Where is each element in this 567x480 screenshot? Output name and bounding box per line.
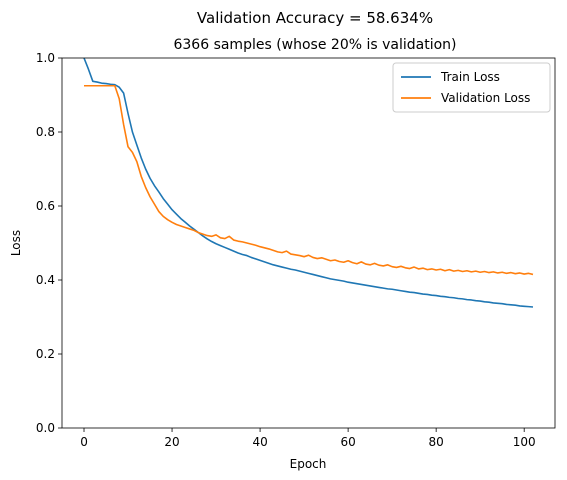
x-tick-label: 80 bbox=[429, 435, 444, 449]
x-tick-label: 100 bbox=[513, 435, 536, 449]
chart-subtitle: 6366 samples (whose 20% is validation) bbox=[173, 37, 456, 53]
y-tick-label: 0.6 bbox=[36, 199, 55, 213]
x-tick-label: 20 bbox=[164, 435, 179, 449]
y-axis-ticks: 0.0 0.2 0.4 0.6 0.8 1.0 bbox=[36, 51, 62, 435]
y-tick-label: 0.2 bbox=[36, 347, 55, 361]
plot-frame bbox=[61, 57, 556, 429]
legend-box bbox=[392, 62, 551, 113]
y-tick-label: 0.0 bbox=[36, 421, 55, 435]
chart-title: Validation Accuracy = 58.634% bbox=[197, 9, 433, 27]
x-axis-label: Epoch bbox=[290, 457, 327, 471]
y-tick-label: 1.0 bbox=[36, 51, 55, 65]
x-tick-label: 60 bbox=[340, 435, 355, 449]
series-layer bbox=[83, 58, 534, 308]
series-line-train-loss bbox=[83, 58, 534, 308]
y-axis-label: Loss bbox=[9, 230, 23, 256]
y-tick-label: 0.8 bbox=[36, 125, 55, 139]
legend-label-validation-loss: Validation Loss bbox=[441, 91, 530, 105]
y-tick-label: 0.4 bbox=[36, 273, 55, 287]
x-tick-label: 40 bbox=[252, 435, 267, 449]
x-tick-label: 0 bbox=[80, 435, 88, 449]
legend-label-train-loss: Train Loss bbox=[440, 70, 500, 84]
legend: Train Loss Validation Loss bbox=[392, 62, 551, 113]
plot-area bbox=[62, 58, 555, 428]
series-line-validation-loss bbox=[84, 84, 534, 276]
x-axis-ticks: 0 20 40 60 80 100 bbox=[80, 428, 536, 449]
